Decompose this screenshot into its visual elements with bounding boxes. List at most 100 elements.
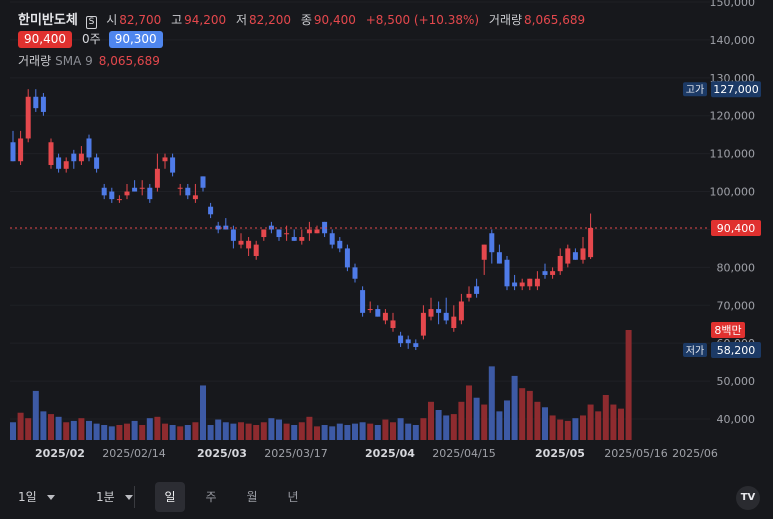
price-axis[interactable]: 150,000140,000130,000120,000110,000100,0… — [710, 0, 756, 426]
candle-body — [306, 229, 312, 234]
tab-month[interactable]: 월 — [246, 490, 258, 504]
volume-bar — [458, 401, 465, 440]
low-price-tag-label: 저가 — [686, 345, 704, 357]
candle-body — [63, 161, 69, 169]
candle-body — [253, 244, 259, 256]
volume-bar — [321, 424, 328, 440]
indicator-value: 8,065,689 — [98, 54, 160, 68]
tradingview-logo-icon[interactable]: TV — [736, 486, 760, 510]
volume-bar — [131, 420, 138, 440]
volume-bar — [511, 375, 518, 440]
candle-body — [162, 157, 168, 162]
candle-body — [550, 271, 556, 275]
stock-name[interactable]: 한미반도체 — [18, 13, 78, 28]
time-axis-label: 2025/02 — [35, 447, 85, 460]
volume-bar — [291, 424, 298, 440]
candle-body — [504, 259, 510, 287]
candle-body — [466, 293, 472, 298]
volume-bar — [473, 397, 480, 440]
volume-bar — [618, 408, 624, 440]
candle-body — [78, 153, 84, 162]
candle-body — [428, 309, 434, 317]
last-price-tag-value: 90,400 — [717, 222, 756, 235]
high-price-tag-label: 고가 — [686, 84, 704, 96]
tab-year[interactable]: 년 — [287, 490, 299, 504]
volume-bar — [63, 422, 70, 440]
price-tick-label: 70,000 — [717, 299, 756, 312]
candle-body — [588, 227, 594, 258]
volume-bar — [116, 424, 123, 440]
tab-week[interactable]: 주 — [205, 490, 217, 504]
high-price-tag-value: 127,000 — [713, 83, 759, 96]
volume-bar — [352, 423, 358, 440]
volume-bar — [329, 426, 336, 440]
time-axis-label: 2025/05 — [535, 447, 585, 460]
candle-body — [489, 233, 495, 253]
tab-day[interactable]: 일 — [155, 482, 185, 512]
candle-body — [337, 240, 343, 249]
toolbar-divider — [134, 486, 135, 508]
volume-bar — [40, 411, 47, 440]
candle-body — [200, 176, 206, 188]
price-tick-label: 50,000 — [717, 375, 756, 388]
price-tags: 고가 127,000 90,400 저가 58,200 8백만 — [683, 81, 761, 359]
volume-indicator-legend[interactable]: 거래량 SMA 9 8,065,689 — [18, 52, 160, 69]
time-axis-label: 2025/04 — [365, 447, 415, 460]
candle-body — [375, 309, 381, 317]
volume-bar — [177, 426, 184, 440]
candle-body — [534, 278, 540, 287]
volume-bar — [481, 404, 488, 440]
candle-body — [10, 142, 16, 162]
minute-select[interactable]: 1분 — [96, 488, 133, 505]
candle-body — [291, 237, 297, 241]
time-axis[interactable]: 2025/02 2025/02/14 2025/03 2025/03/17 2025/0… — [35, 447, 718, 460]
candle-body — [367, 309, 373, 311]
candlesticks — [10, 89, 594, 351]
bid-price-button[interactable]: 90,400 — [18, 31, 72, 48]
volume-bar — [124, 423, 130, 440]
candle-body — [496, 252, 502, 264]
high-price-tag-box — [711, 81, 761, 98]
time-axis-label: 2025/03 — [197, 447, 247, 460]
volume-bar — [580, 415, 586, 440]
candle-body — [124, 191, 130, 196]
ask-price-button[interactable]: 90,300 — [108, 31, 163, 48]
volume-bar — [359, 422, 366, 440]
quantity-label: 0주 — [82, 32, 101, 46]
volume-bar — [146, 418, 153, 440]
interval-select[interactable]: 1일 — [18, 488, 55, 505]
volume-bar — [488, 366, 495, 440]
candle-body — [322, 221, 328, 234]
candle-body — [246, 240, 252, 249]
volume-bar — [215, 419, 222, 440]
volume-bar — [549, 415, 556, 440]
candle-body — [94, 157, 100, 169]
change-value: +8,500 (+10.38%) — [365, 13, 480, 27]
volume-bar — [526, 390, 533, 440]
candle-body — [71, 153, 77, 162]
volume-bar — [534, 401, 541, 440]
volume-bar — [245, 423, 252, 440]
candle-body — [215, 225, 221, 230]
volume-bar — [466, 385, 472, 440]
candle-body — [398, 335, 404, 344]
volume-bar — [48, 414, 54, 440]
volume-bar — [298, 422, 305, 440]
volume-bar — [367, 423, 374, 440]
high-label: 고 — [171, 13, 183, 27]
volume-bar — [405, 423, 412, 440]
volume-bar — [139, 424, 146, 440]
low-price-tag-value: 58,200 — [717, 344, 756, 357]
price-tick-label: 80,000 — [717, 261, 756, 274]
volume-bar — [108, 426, 115, 440]
candle-body — [192, 195, 198, 200]
volume-bar — [314, 426, 320, 440]
volume-bar — [397, 418, 404, 440]
volume-bar — [192, 422, 199, 440]
volume-bar — [336, 423, 343, 440]
price-tick-label: 40,000 — [717, 413, 756, 426]
volume-bar — [496, 411, 503, 440]
time-axis-label: 2025/03/17 — [264, 447, 327, 460]
volume-bar — [230, 423, 237, 440]
